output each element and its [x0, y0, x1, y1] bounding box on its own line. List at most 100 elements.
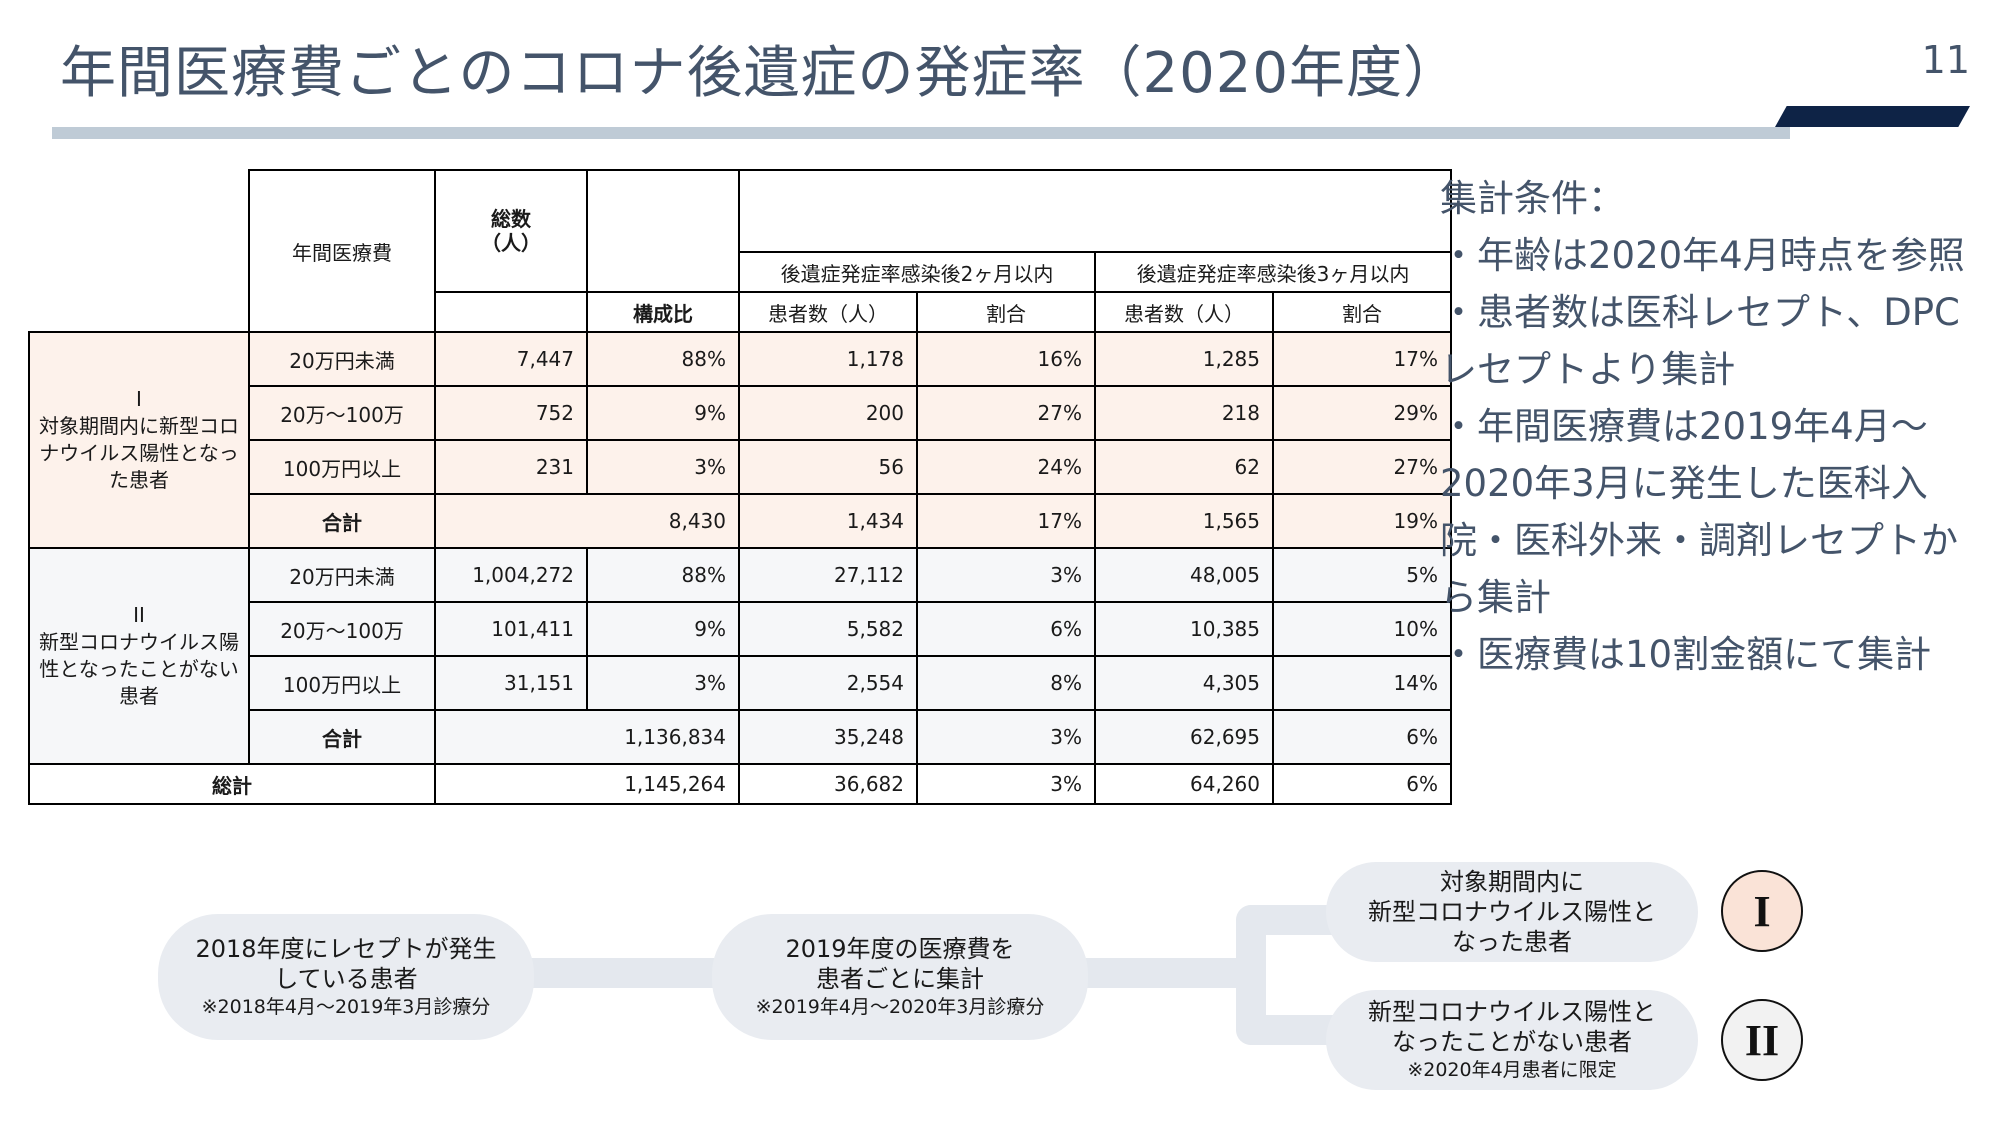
subtotal-total: 8,430 — [434, 493, 740, 549]
patients-2m: 1,178 — [738, 331, 918, 387]
header-row: 年間医療費 総数 （人） — [29, 169, 1452, 333]
group-roman-2: II — [133, 603, 145, 627]
subtotal-patients-2m: 35,248 — [738, 709, 918, 765]
patients-3m: 218 — [1094, 385, 1274, 441]
subtotal-patients-2m: 1,434 — [738, 493, 918, 549]
cost-band: 20万～100万 — [248, 601, 436, 657]
header-rate-3m: 割合 — [1272, 291, 1452, 333]
grand-total-count: 1,145,264 — [434, 763, 740, 805]
ratio: 9% — [586, 385, 740, 441]
total-count: 101,411 — [434, 601, 588, 657]
header-blank — [587, 252, 740, 293]
group-label-2: II 新型コロナウイルス陽性となったことがない患者 — [28, 547, 250, 765]
cost-band: 20万円未満 — [248, 547, 436, 603]
subtotal-rate-3m: 19% — [1272, 493, 1452, 549]
out1-line2: 新型コロナウイルス陽性と — [1368, 898, 1656, 926]
ratio: 3% — [586, 655, 740, 711]
subtotal-rate-3m: 6% — [1272, 709, 1452, 765]
table-row: 100万円以上 231 3% 56 24% 62 27% — [29, 439, 1452, 495]
page-title: 年間医療費ごとのコロナ後遺症の発症率（2020年度） — [60, 41, 1460, 106]
header-total-count: 総数 （人） — [434, 169, 588, 293]
notes-line: ら集計 — [1440, 576, 1551, 619]
out1-line1: 対象期間内に — [1440, 868, 1584, 896]
out2-line1: 新型コロナウイルス陽性と — [1368, 998, 1656, 1026]
title-underline-accent — [1775, 106, 1970, 127]
subtotal-row: 合計 8,430 1,434 17% 1,565 19% — [29, 493, 1452, 549]
header-blank — [587, 169, 740, 252]
header-total-count-l1: 総数 — [491, 207, 531, 231]
header-row: 後遺症発症率感染後2ヶ月以内 後遺症発症率感染後3ヶ月以内 — [29, 251, 1452, 293]
notes-heading: 集計条件： — [1440, 177, 1625, 220]
out2-line2: なったことがない患者 — [1392, 1028, 1632, 1056]
grand-total-patients-2m: 36,682 — [738, 763, 918, 805]
header-patients-3m: 患者数（人） — [1094, 291, 1274, 333]
group-text-1: 対象期間内に新型コロナウイルス陽性となった患者 — [39, 414, 239, 492]
header-rate-2m: 割合 — [916, 291, 1096, 333]
grand-total-row: 総計 1,145,264 36,682 3% 64,260 6% — [28, 763, 1452, 805]
step2-line2: 患者ごとに集計 — [816, 965, 984, 993]
header-total-count-l2: （人） — [481, 231, 541, 255]
grand-total-label: 総計 — [28, 763, 436, 805]
out1-line3: なった患者 — [1452, 928, 1572, 956]
step2-line1: 2019年度の医療費を — [785, 935, 1015, 963]
group-label-1: I 対象期間内に新型コロナウイルス陽性となった患者 — [28, 331, 250, 549]
patients-3m: 1,285 — [1094, 331, 1274, 387]
rate-3m: 14% — [1272, 655, 1452, 711]
table-row: 100万円以上 31,151 3% 2,554 8% 4,305 14% — [29, 655, 1452, 711]
notes-line: ・年齢は2020年4月時点を参照 — [1440, 234, 1965, 277]
notes-line: ・年間医療費は2019年4月～ — [1440, 405, 1928, 448]
grand-total-rate-2m: 3% — [916, 763, 1096, 805]
table-corner — [29, 170, 250, 333]
aggregation-conditions: 集計条件： ・年齢は2020年4月時点を参照 ・患者数は医科レセプト、DPC レ… — [1440, 170, 1988, 683]
cost-band: 100万円以上 — [248, 655, 436, 711]
step1-line1: 2018年度にレセプトが発生 — [195, 935, 497, 963]
table-row: I 対象期間内に新型コロナウイルス陽性となった患者 20万円未満 7,447 8… — [28, 331, 1452, 549]
patients-2m: 200 — [738, 385, 918, 441]
patients-2m: 2,554 — [738, 655, 918, 711]
subtotal-label: 合計 — [248, 709, 436, 765]
subtotal-total: 1,136,834 — [434, 709, 740, 765]
rate-3m: 29% — [1272, 385, 1452, 441]
patients-3m: 62 — [1094, 439, 1274, 495]
page-number: 11 — [1921, 38, 1970, 82]
subtotal-patients-3m: 1,565 — [1094, 493, 1274, 549]
rate-3m: 10% — [1272, 601, 1452, 657]
subtotal-row: 合計 1,136,834 35,248 3% 62,695 6% — [29, 709, 1452, 765]
ratio: 88% — [586, 331, 740, 387]
subtotal-patients-3m: 62,695 — [1094, 709, 1274, 765]
header-blank-top — [739, 169, 1452, 252]
cost-band: 20万円未満 — [248, 331, 436, 387]
header-ratio: 構成比 — [586, 291, 740, 333]
rate-2m: 6% — [916, 601, 1096, 657]
group-roman-1: I — [136, 387, 142, 411]
subtotal-rate-2m: 3% — [916, 709, 1096, 765]
subtotal-label: 合計 — [248, 493, 436, 549]
rate-2m: 27% — [916, 385, 1096, 441]
group-text-2: 新型コロナウイルス陽性となったことがない患者 — [39, 630, 239, 708]
notes-line: 院・医科外来・調剤レセプトか — [1440, 519, 1958, 562]
subtotal-rate-2m: 17% — [916, 493, 1096, 549]
patients-2m: 27,112 — [738, 547, 918, 603]
rate-3m: 5% — [1272, 547, 1452, 603]
patients-2m: 56 — [738, 439, 918, 495]
header-within-3m: 後遺症発症率感染後3ヶ月以内 — [1094, 251, 1452, 293]
ratio: 9% — [586, 601, 740, 657]
rate-2m: 3% — [916, 547, 1096, 603]
notes-line: ・医療費は10割金額にて集計 — [1440, 633, 1932, 676]
cost-band: 20万～100万 — [248, 385, 436, 441]
out2-note: ※2020年4月患者に限定 — [1407, 1059, 1617, 1081]
patients-3m: 48,005 — [1094, 547, 1274, 603]
rate-2m: 24% — [916, 439, 1096, 495]
grand-total-patients-3m: 64,260 — [1094, 763, 1274, 805]
title-underline — [52, 127, 1790, 139]
group-badge-2: II — [1721, 999, 1803, 1081]
header-patients-2m: 患者数（人） — [738, 291, 918, 333]
header-within-2m: 後遺症発症率感染後2ヶ月以内 — [738, 251, 1096, 293]
cost-band: 100万円以上 — [248, 439, 436, 495]
flow-outcome-positive: 対象期間内に 新型コロナウイルス陽性と なった患者 — [1326, 862, 1698, 962]
header-annual-cost: 年間医療費 — [248, 169, 436, 333]
header-blank — [434, 292, 588, 333]
notes-line: レセプトより集計 — [1440, 348, 1736, 391]
table-row: 20万～100万 752 9% 200 27% 218 29% — [29, 385, 1452, 441]
total-count: 231 — [434, 439, 588, 495]
